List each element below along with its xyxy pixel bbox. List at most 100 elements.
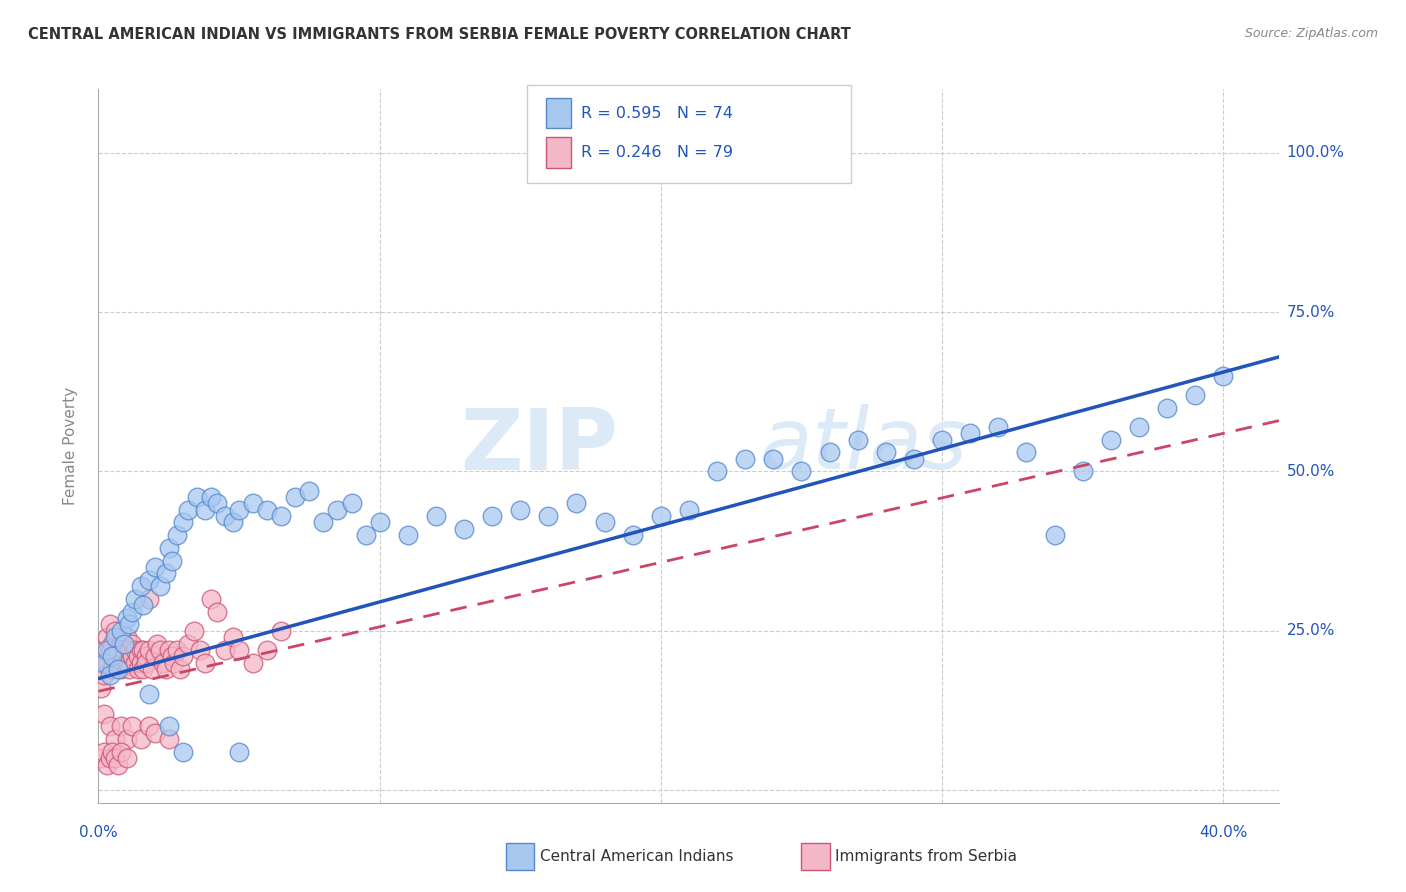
Point bbox=[104, 751, 127, 765]
Point bbox=[163, 656, 186, 670]
Point bbox=[312, 516, 335, 530]
Point bbox=[149, 579, 172, 593]
Point bbox=[93, 668, 115, 682]
Point bbox=[284, 490, 307, 504]
Point bbox=[152, 656, 174, 670]
Point bbox=[157, 719, 180, 733]
Point bbox=[706, 465, 728, 479]
Point bbox=[124, 656, 146, 670]
Point bbox=[1099, 433, 1122, 447]
Point bbox=[228, 745, 250, 759]
Point bbox=[790, 465, 813, 479]
Point bbox=[129, 732, 152, 747]
Point bbox=[98, 751, 121, 765]
Point bbox=[115, 656, 138, 670]
Point bbox=[104, 732, 127, 747]
Point bbox=[124, 591, 146, 606]
Point bbox=[1128, 420, 1150, 434]
Point bbox=[650, 509, 672, 524]
Point bbox=[188, 643, 211, 657]
Point bbox=[166, 528, 188, 542]
Point bbox=[214, 643, 236, 657]
Text: R = 0.246   N = 79: R = 0.246 N = 79 bbox=[581, 145, 733, 160]
Point bbox=[931, 433, 953, 447]
Point bbox=[270, 624, 292, 638]
Point bbox=[298, 483, 321, 498]
Text: 75.0%: 75.0% bbox=[1286, 305, 1334, 319]
Point bbox=[135, 649, 157, 664]
Point bbox=[160, 649, 183, 664]
Point bbox=[143, 649, 166, 664]
Point bbox=[98, 643, 121, 657]
Point bbox=[129, 656, 152, 670]
Point bbox=[157, 541, 180, 555]
Point bbox=[93, 745, 115, 759]
Point bbox=[172, 745, 194, 759]
Point bbox=[132, 643, 155, 657]
Point bbox=[149, 643, 172, 657]
Point bbox=[903, 451, 925, 466]
Point bbox=[96, 643, 118, 657]
Point bbox=[93, 706, 115, 721]
Point bbox=[101, 745, 124, 759]
Text: 50.0%: 50.0% bbox=[1286, 464, 1334, 479]
Point bbox=[127, 662, 149, 676]
Text: Immigrants from Serbia: Immigrants from Serbia bbox=[835, 849, 1017, 863]
Point bbox=[138, 688, 160, 702]
Point bbox=[104, 630, 127, 644]
Point bbox=[194, 656, 217, 670]
Point bbox=[132, 662, 155, 676]
Point bbox=[101, 636, 124, 650]
Point bbox=[205, 605, 228, 619]
Point bbox=[107, 662, 129, 676]
Point bbox=[141, 662, 163, 676]
Point bbox=[110, 719, 132, 733]
Point bbox=[222, 516, 245, 530]
Point bbox=[93, 656, 115, 670]
Point bbox=[214, 509, 236, 524]
Point bbox=[368, 516, 391, 530]
Point bbox=[143, 560, 166, 574]
Point bbox=[222, 630, 245, 644]
Point bbox=[194, 502, 217, 516]
Text: 0.0%: 0.0% bbox=[79, 825, 118, 840]
Y-axis label: Female Poverty: Female Poverty bbox=[63, 387, 77, 505]
Point bbox=[107, 656, 129, 670]
Point bbox=[228, 502, 250, 516]
Point bbox=[228, 643, 250, 657]
Text: ZIP: ZIP bbox=[460, 404, 619, 488]
Point bbox=[107, 643, 129, 657]
Point bbox=[112, 649, 135, 664]
Point bbox=[115, 611, 138, 625]
Text: 100.0%: 100.0% bbox=[1286, 145, 1344, 161]
Point bbox=[200, 591, 222, 606]
Point bbox=[115, 751, 138, 765]
Point bbox=[112, 643, 135, 657]
Point bbox=[1043, 528, 1066, 542]
Point bbox=[987, 420, 1010, 434]
Point bbox=[172, 516, 194, 530]
Point bbox=[200, 490, 222, 504]
Point bbox=[593, 516, 616, 530]
Point bbox=[354, 528, 377, 542]
Point bbox=[129, 643, 152, 657]
Point bbox=[242, 656, 264, 670]
Point bbox=[340, 496, 363, 510]
Point bbox=[96, 656, 118, 670]
Point bbox=[509, 502, 531, 516]
Point bbox=[537, 509, 560, 524]
Point bbox=[98, 668, 121, 682]
Text: Source: ZipAtlas.com: Source: ZipAtlas.com bbox=[1244, 27, 1378, 40]
Point bbox=[762, 451, 785, 466]
Point bbox=[326, 502, 349, 516]
Point bbox=[169, 662, 191, 676]
Point bbox=[132, 599, 155, 613]
Text: atlas: atlas bbox=[759, 404, 967, 488]
Point bbox=[110, 745, 132, 759]
Point bbox=[118, 643, 141, 657]
Point bbox=[98, 617, 121, 632]
Point bbox=[256, 502, 278, 516]
Point bbox=[1015, 445, 1038, 459]
Point bbox=[101, 649, 124, 664]
Point bbox=[112, 636, 135, 650]
